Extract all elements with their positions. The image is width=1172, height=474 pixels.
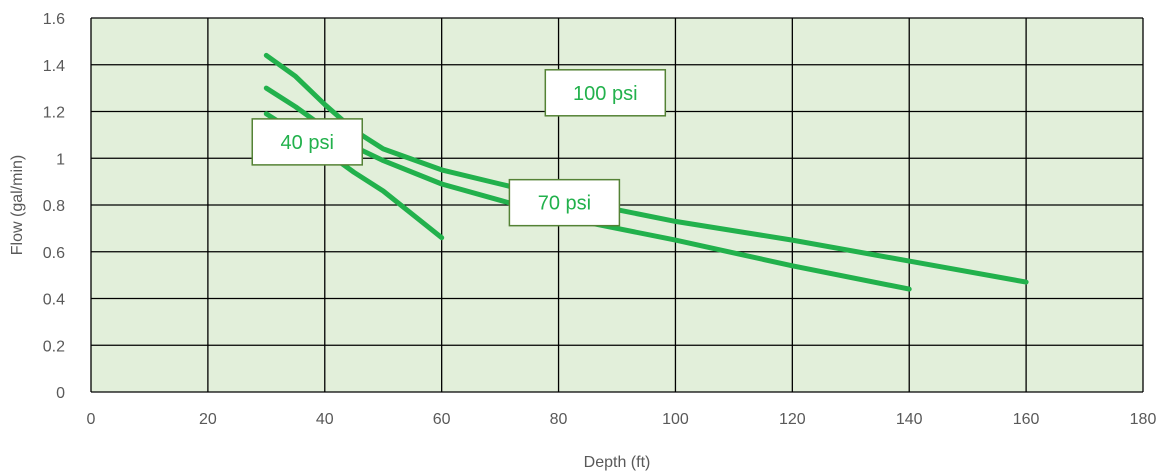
series-label-box xyxy=(508,178,621,227)
y-tick-label: 1.2 xyxy=(43,105,65,122)
y-tick-label: 0 xyxy=(56,385,65,402)
x-tick-label: 0 xyxy=(87,411,96,428)
series-label-box xyxy=(251,118,363,166)
x-axis-ticks: 0 20 40 60 80 100 120 140 160 180 xyxy=(87,411,1157,428)
x-tick-label: 180 xyxy=(1130,411,1157,428)
y-tick-label: 1 xyxy=(56,151,65,168)
y-tick-label: 1.4 xyxy=(43,58,65,75)
series-label-text: 40 psi xyxy=(281,132,334,154)
x-tick-label: 160 xyxy=(1013,411,1040,428)
x-tick-label: 20 xyxy=(199,411,217,428)
x-tick-label: 80 xyxy=(550,411,568,428)
x-tick-label: 120 xyxy=(779,411,806,428)
y-tick-label: 0.4 xyxy=(43,292,65,309)
series-label-100-psi: 100 psi xyxy=(544,69,667,117)
y-axis-ticks: 0 0.2 0.4 0.6 0.8 1 1.2 1.4 1.6 xyxy=(43,11,65,402)
x-tick-label: 140 xyxy=(896,411,923,428)
x-tick-label: 40 xyxy=(316,411,334,428)
series-label-70-psi: 70 psi xyxy=(508,178,621,227)
y-tick-label: 0.2 xyxy=(43,338,65,355)
y-axis-label: Flow (gal/min) xyxy=(9,155,26,255)
series-label-box xyxy=(544,69,667,117)
y-tick-label: 0.6 xyxy=(43,245,65,262)
series-label-40-psi: 40 psi xyxy=(251,118,363,166)
series-line-100-psi xyxy=(263,52,1029,285)
y-tick-label: 1.6 xyxy=(43,11,65,28)
x-axis-label: Depth (ft) xyxy=(584,454,651,471)
y-tick-label: 0.8 xyxy=(43,198,65,215)
x-tick-label: 100 xyxy=(662,411,689,428)
series-label-text: 70 psi xyxy=(538,193,591,215)
series-labels: 40 psi 70 psi 100 psi xyxy=(251,69,667,227)
series-label-text: 100 psi xyxy=(573,83,638,105)
x-tick-label: 60 xyxy=(433,411,451,428)
